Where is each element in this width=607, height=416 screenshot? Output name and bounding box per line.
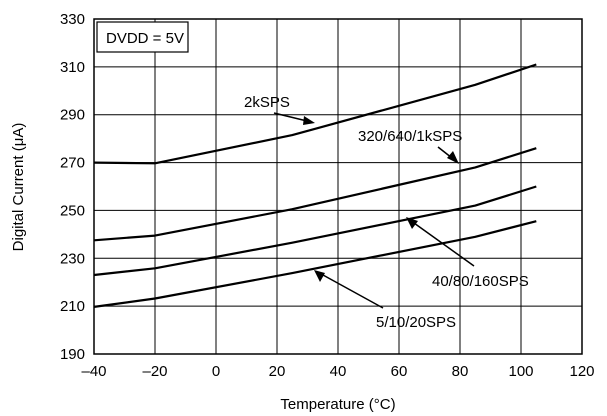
series-label-5-10-20sps: 5/10/20SPS	[376, 314, 456, 331]
series-label-40-80-160sps: 40/80/160SPS	[432, 273, 529, 290]
y-tick-label: 290	[60, 107, 85, 124]
y-tick-label: 250	[60, 202, 85, 219]
leader-arrow-2ksps	[273, 112, 315, 125]
x-tick-label: –20	[142, 363, 167, 380]
y-tick-label: 330	[60, 11, 85, 28]
x-axis-title: Temperature (°C)	[280, 396, 395, 413]
grid	[94, 19, 582, 354]
plot-frame	[93, 18, 583, 355]
series-line-0	[93, 63, 537, 165]
x-tick-label: 60	[391, 363, 408, 380]
y-tick-label: 310	[60, 59, 85, 76]
series-line-1	[93, 147, 537, 242]
y-tick-label: 270	[60, 155, 85, 172]
y-tick-label: 230	[60, 250, 85, 267]
series-label-320-640-1ksps: 320/640/1kSPS	[358, 128, 462, 145]
x-tick-label: 100	[508, 363, 533, 380]
x-tick-label: –40	[81, 363, 106, 380]
x-tick-label: 40	[330, 363, 347, 380]
leader-arrow-320-640-1ksps	[437, 146, 459, 164]
x-tick-labels: –40 –20 0 20 40 60 80 100 120	[81, 363, 594, 380]
y-axis-title: Digital Current (μA)	[10, 123, 27, 252]
y-tick-labels: 190 210 230 250 270 290 310 330	[60, 11, 85, 363]
x-tick-label: 20	[269, 363, 286, 380]
annotation-text: DVDD = 5V	[106, 30, 184, 47]
annotation-box	[96, 21, 189, 53]
y-tick-label: 190	[60, 346, 85, 363]
leader-arrow-40-80-160sps	[406, 217, 475, 267]
series-lines	[93, 63, 537, 308]
series-label-2ksps: 2kSPS	[244, 94, 290, 111]
leader-arrow-5-10-20sps	[314, 270, 384, 309]
series-line-2	[93, 185, 537, 277]
x-tick-label: 0	[212, 363, 220, 380]
y-tick-label: 210	[60, 298, 85, 315]
x-tick-label: 120	[569, 363, 594, 380]
x-tick-label: 80	[452, 363, 469, 380]
series-line-3	[93, 220, 537, 308]
